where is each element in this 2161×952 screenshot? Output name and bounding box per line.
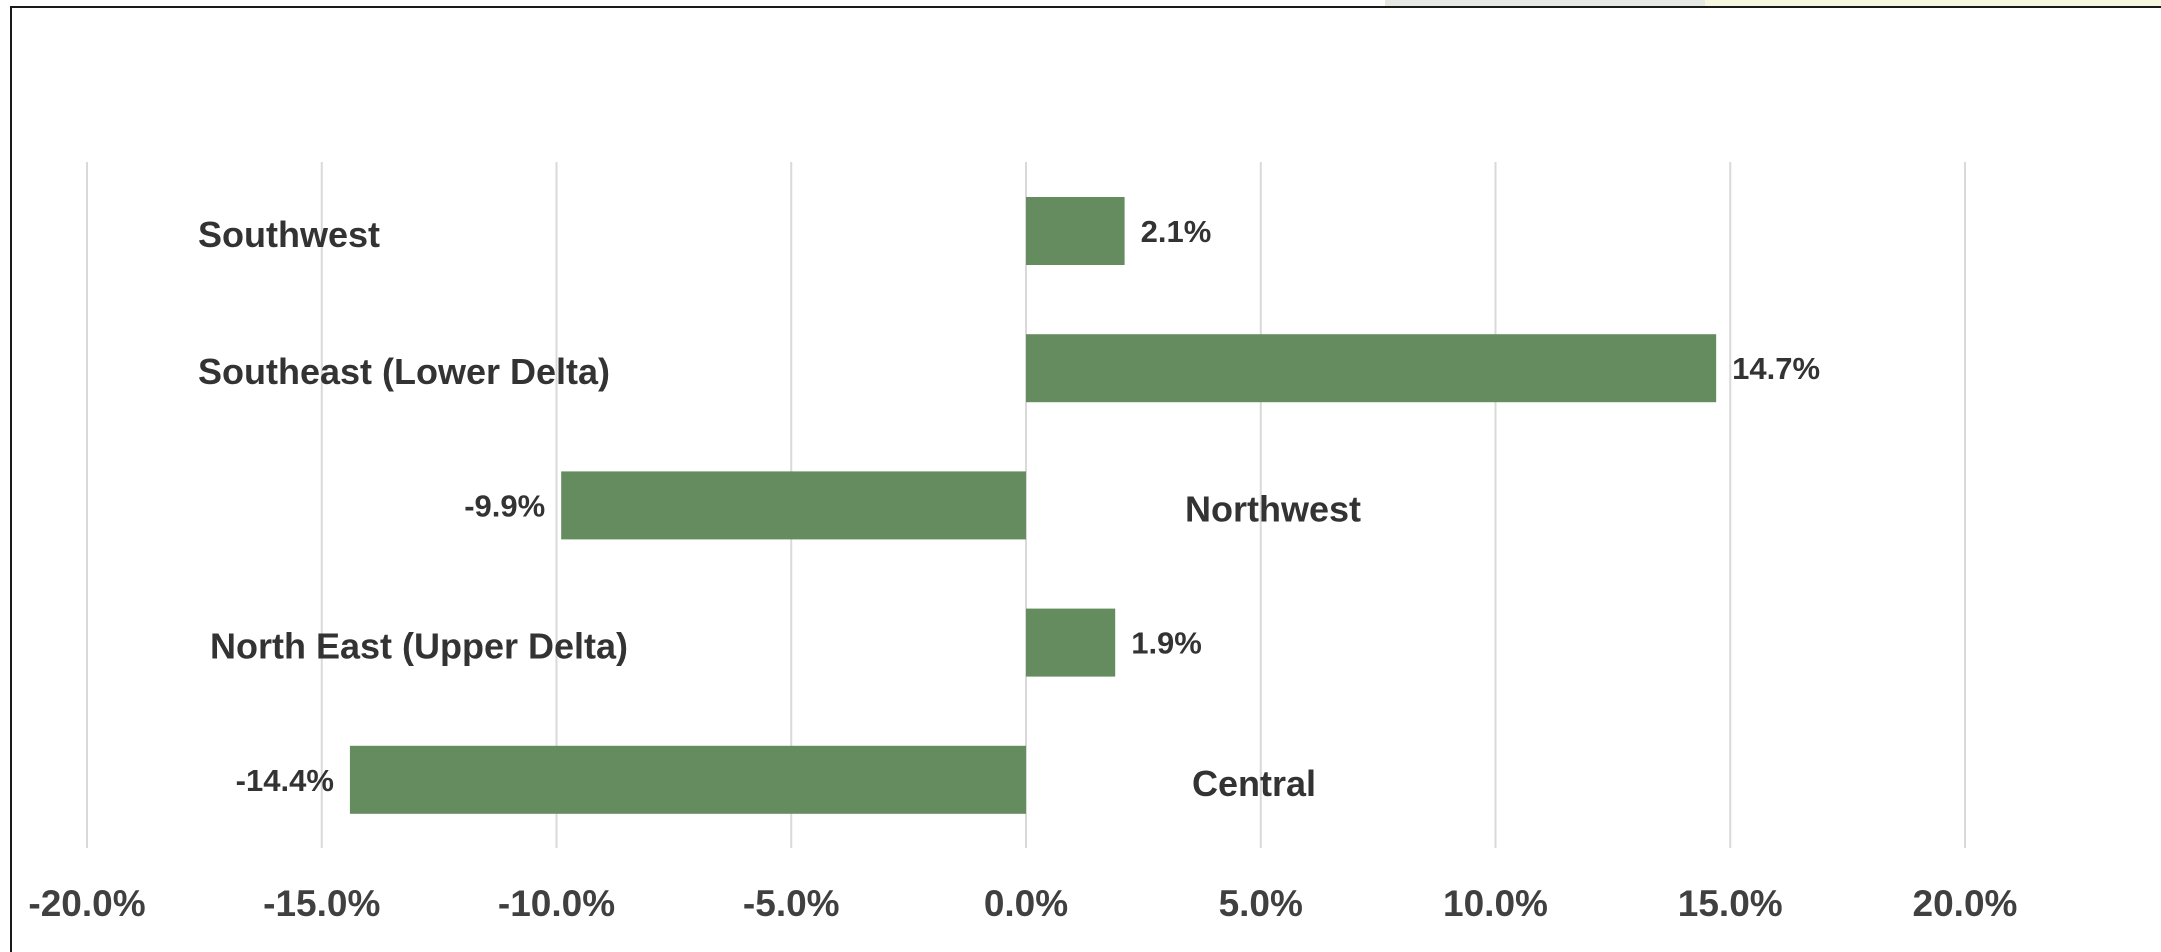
bar	[1026, 608, 1116, 677]
data-label: 14.7%	[1732, 351, 1820, 386]
x-tick-label: 10.0%	[1443, 883, 1548, 924]
top-decor-strip-gray	[1385, 0, 1705, 6]
x-tick-label: -20.0%	[28, 883, 145, 924]
category-label: North East (Upper Delta)	[210, 626, 628, 667]
x-tick-label: -10.0%	[498, 883, 615, 924]
labels: 2.1% Southwest 14.7% Southeast (Lower Delta…	[198, 214, 1820, 804]
data-label: -9.9%	[464, 488, 545, 523]
top-decor-strip-yellow	[1705, 0, 2161, 6]
bars	[349, 197, 1717, 814]
gridlines	[86, 162, 1966, 848]
data-label: 1.9%	[1131, 626, 1202, 661]
bar	[1026, 197, 1125, 265]
bar	[1026, 334, 1717, 403]
x-tick-label: 0.0%	[984, 883, 1068, 924]
x-tick-label: 20.0%	[1913, 883, 2018, 924]
x-tick-label: -15.0%	[263, 883, 380, 924]
x-tick-label: -5.0%	[743, 883, 840, 924]
x-tick-label: 5.0%	[1219, 883, 1303, 924]
bar	[349, 745, 1026, 814]
category-label: Central	[1192, 763, 1316, 804]
data-label: 2.1%	[1141, 214, 1212, 249]
category-label: Southeast (Lower Delta)	[198, 351, 610, 392]
x-tick-label: 15.0%	[1678, 883, 1783, 924]
data-label: -14.4%	[236, 763, 334, 798]
category-label: Northwest	[1185, 488, 1361, 529]
bar	[561, 471, 1026, 540]
x-axis-ticks: -20.0% -15.0% -10.0% -5.0% 0.0% 5.0% 10.0% 15.0…	[28, 883, 2017, 924]
category-label: Southwest	[198, 214, 380, 255]
